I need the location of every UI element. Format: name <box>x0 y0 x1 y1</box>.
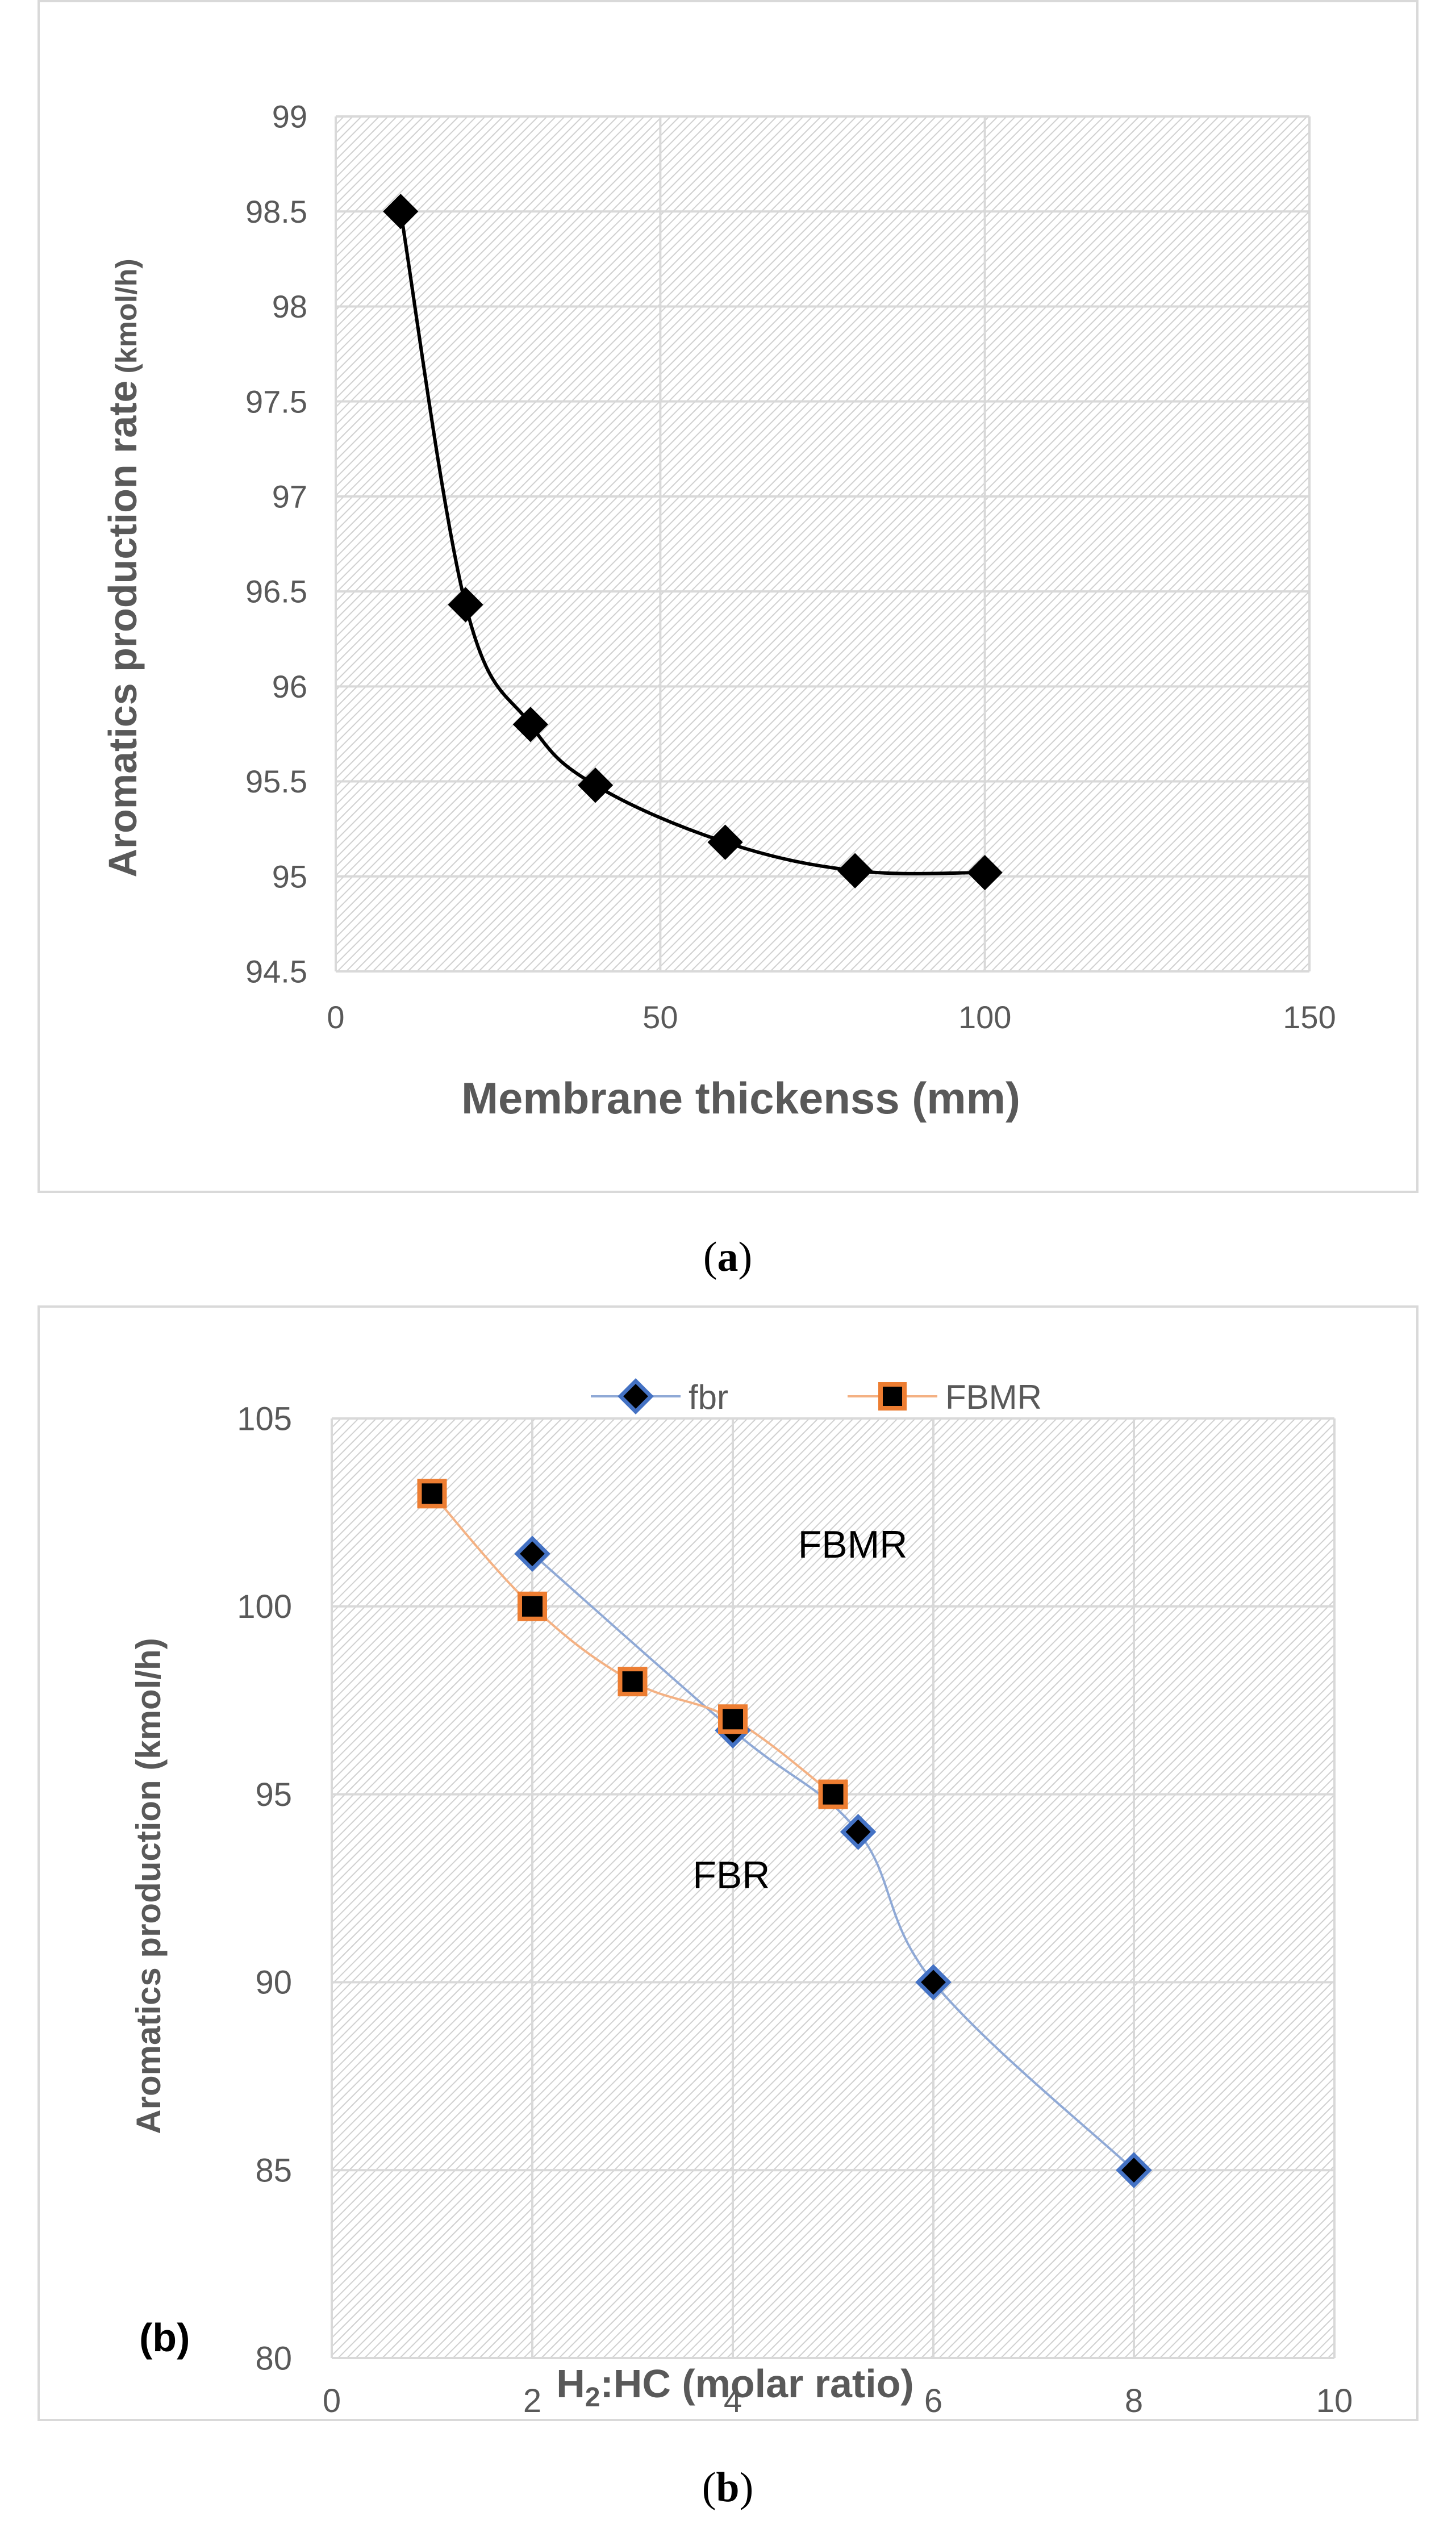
caption-b: (b) <box>702 2464 753 2511</box>
chart-a-y-tick-label: 97 <box>272 478 307 514</box>
chart-a-y-tick-label: 96.5 <box>245 574 307 610</box>
chart-a-plot-area <box>336 116 1309 971</box>
chart-b-plot-area <box>332 1418 1334 2358</box>
chart-b-y-tick-label: 105 <box>237 1400 292 1437</box>
chart-b: 80 85 90 95 100 105 0 2 4 6 8 10 fbr FBMR FBMR FBR… <box>37 1305 1419 2421</box>
legend-fbr-label: fbr <box>689 1378 728 1416</box>
chart-a-y-tick-label: 99 <box>272 99 307 135</box>
annotation-fbr: FBR <box>692 1854 770 1897</box>
chart-a-y-ticks: 94.5 95 95.5 96 96.5 97 97.5 98 98.5 99 <box>245 99 307 990</box>
chart-a-x-tick-label: 100 <box>958 999 1011 1035</box>
chart-b-FBMR-point-3 <box>718 1704 748 1734</box>
chart-b-x-ticks: 0 2 4 6 8 10 <box>323 2382 1353 2419</box>
chart-b-markers <box>417 1479 1152 2189</box>
chart-b-x-axis-title: H2:HC (molar ratio) <box>556 2361 914 2413</box>
chart-b-y-tick-label: 90 <box>255 1964 292 2001</box>
chart-b-fbr-point-2 <box>840 1813 877 1850</box>
annotation-fbmr: FBMR <box>798 1523 908 1566</box>
chart-b-FBMR-point-0 <box>417 1479 447 1509</box>
chart-a-y-tick-label: 95 <box>272 858 307 894</box>
chart-b-y-axis-title: Aromatics production (kmol/h) <box>130 1638 168 2134</box>
chart-b-y-ticks: 80 85 90 95 100 105 <box>237 1400 292 2377</box>
chart-b-x-tick-label: 4 <box>724 2382 742 2419</box>
chart-a-x-tick-label: 50 <box>643 999 678 1035</box>
legend-fbr-marker <box>618 1378 654 1414</box>
chart-a-y-axis-title: Aromatics production rate(kmol/h) <box>101 258 145 877</box>
chart-b-FBMR-point-1 <box>518 1591 547 1621</box>
chart-b-x-tick-label: 0 <box>323 2382 341 2419</box>
chart-a-y-tick-label: 96 <box>272 669 307 704</box>
chart-b-y-tick-label: 85 <box>255 2152 292 2189</box>
chart-a-y-tick-label: 97.5 <box>245 383 307 419</box>
chart-a-x-axis-title: Membrane thickenss (mm) <box>461 1073 1020 1123</box>
chart-b-x-tick-label: 8 <box>1125 2382 1143 2419</box>
chart-a-x-ticks: 0 50 100 150 <box>327 999 1336 1035</box>
chart-b-x-tick-label: 2 <box>523 2382 541 2419</box>
chart-b-FBMR-point-4 <box>818 1779 848 1809</box>
chart-a-point-0 <box>383 194 419 230</box>
chart-b-fbr-point-3 <box>915 1964 952 2001</box>
chart-b-y-tick-label: 100 <box>237 1588 292 1625</box>
legend-fbmr-marker <box>878 1382 907 1411</box>
chart-a-y-tick-label: 95.5 <box>245 763 307 799</box>
chart-a-y-tick-label: 98.5 <box>245 194 307 230</box>
chart-b-x-tick-label: 6 <box>924 2382 942 2419</box>
chart-a-x-tick-label: 150 <box>1283 999 1336 1035</box>
chart-a-gridlines <box>335 115 1311 973</box>
chart-a: 94.5 95 95.5 96 96.5 97 97.5 98 98.5 99 0 50 100 150… <box>37 0 1419 1193</box>
chart-a-point-2 <box>512 707 548 742</box>
chart-b-x-tick-label: 10 <box>1316 2382 1353 2419</box>
chart-a-y-tick-label: 98 <box>272 289 307 324</box>
panel-label-b: (b) <box>139 2315 190 2360</box>
chart-a-x-tick-label: 0 <box>327 999 344 1035</box>
chart-b-y-tick-label: 95 <box>255 1776 292 1813</box>
chart-b-legend: fbr FBMR <box>591 1378 1042 1416</box>
chart-b-fbr-point-4 <box>1116 2152 1152 2189</box>
chart-a-point-1 <box>448 587 483 623</box>
legend-fbmr-label: FBMR <box>945 1378 1042 1416</box>
chart-a-y-tick-label: 94.5 <box>245 954 307 990</box>
chart-b-gridlines <box>331 1417 1336 2359</box>
chart-b-fbr-point-0 <box>514 1535 550 1572</box>
caption-a: (a) <box>703 1234 752 1280</box>
chart-b-y-tick-label: 80 <box>255 2340 292 2377</box>
chart-b-FBMR-point-2 <box>618 1667 648 1697</box>
